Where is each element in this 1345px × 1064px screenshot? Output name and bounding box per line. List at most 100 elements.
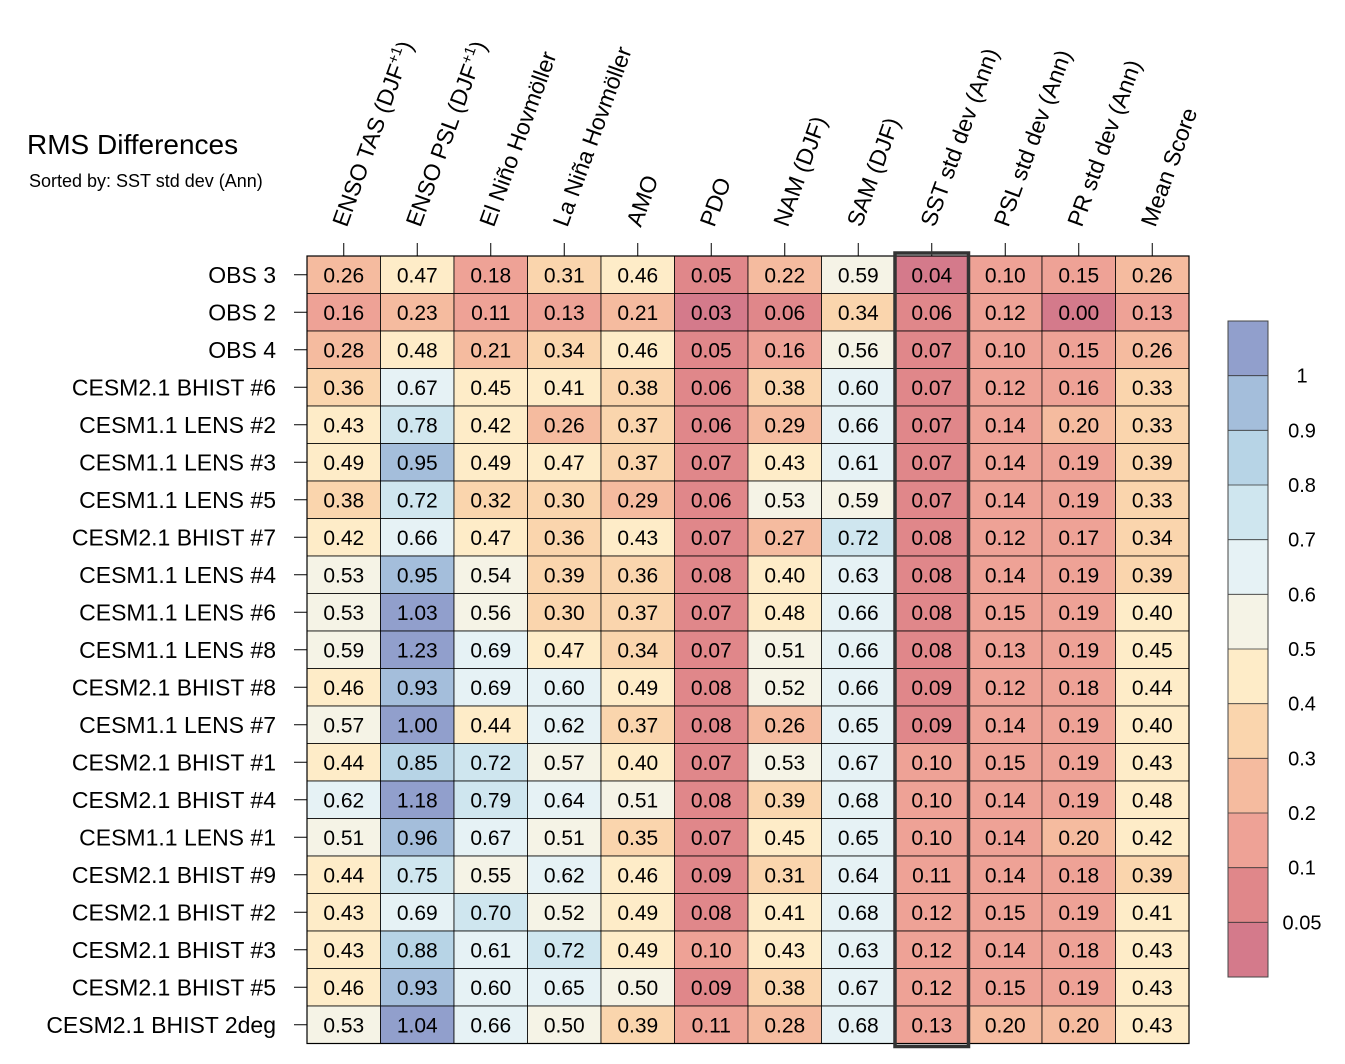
cell-value: 0.22 bbox=[764, 264, 805, 287]
cell-value: 0.43 bbox=[1132, 977, 1173, 1000]
cell-value: 0.12 bbox=[911, 977, 952, 1000]
cell-value: 0.64 bbox=[838, 864, 879, 887]
row-label: CESM1.1 LENS #1 bbox=[79, 824, 276, 850]
heatmap-cell bbox=[674, 705, 749, 744]
colorbar-tick-label: 0.5 bbox=[1288, 639, 1316, 661]
column-label-psl_std: PSL std dev (Ann) bbox=[989, 46, 1077, 229]
heatmap-cell bbox=[306, 818, 381, 857]
cell-value: 0.29 bbox=[764, 414, 805, 437]
cell-value: 0.11 bbox=[912, 864, 951, 887]
colorbar-tick-label: 0.8 bbox=[1288, 475, 1316, 497]
cell-value: 0.45 bbox=[1132, 639, 1173, 662]
heatmap-cell bbox=[968, 480, 1043, 519]
heatmap-cell bbox=[527, 968, 602, 1007]
heatmap-cell bbox=[821, 1005, 896, 1044]
column-label-sst_std: SST std dev (Ann) bbox=[915, 45, 1004, 230]
heatmap-cell bbox=[747, 630, 822, 669]
heatmap-cell bbox=[747, 255, 822, 294]
row-label: CESM2.1 BHIST #9 bbox=[72, 862, 276, 888]
heatmap-cell bbox=[306, 743, 381, 782]
cell-value: 0.69 bbox=[397, 902, 438, 925]
row-labels: OBS 3 OBS 2 OBS 4 CESM2.1 BHIST #6 CESM1.1 L… bbox=[46, 262, 307, 1038]
heatmap-cell bbox=[894, 743, 969, 782]
cell-value: 0.27 bbox=[764, 527, 805, 550]
heatmap-cell bbox=[674, 630, 749, 669]
cell-value: 0.53 bbox=[764, 489, 805, 512]
heatmap-cell bbox=[527, 668, 602, 707]
cell-value: 0.93 bbox=[397, 977, 438, 1000]
colorbar-swatch bbox=[1228, 485, 1268, 540]
heatmap-cell bbox=[894, 780, 969, 819]
cell-value: 0.08 bbox=[691, 564, 732, 587]
cell-value: 0.08 bbox=[691, 677, 732, 700]
heatmap-cell bbox=[674, 780, 749, 819]
cell-value: 0.34 bbox=[617, 639, 658, 662]
colorbar-swatch bbox=[1228, 867, 1268, 923]
heatmap-cell bbox=[453, 405, 528, 444]
heatmap-cell bbox=[527, 293, 602, 332]
heatmap-cell bbox=[600, 555, 675, 594]
heatmap-cell bbox=[453, 593, 528, 632]
column-label-enso_tas: ENSO TAS (DJF+1) bbox=[326, 37, 418, 230]
cell-value: 0.68 bbox=[838, 902, 879, 925]
heatmap-cell bbox=[600, 893, 675, 932]
colorbar-tick-label: 0.1 bbox=[1288, 858, 1316, 880]
cell-value: 0.47 bbox=[544, 452, 585, 475]
heatmap-cell bbox=[968, 743, 1043, 782]
cell-value: 0.46 bbox=[617, 264, 658, 287]
heatmap-cell bbox=[674, 593, 749, 632]
cell-value: 0.07 bbox=[911, 377, 952, 400]
heatmap-cell bbox=[821, 780, 896, 819]
cell-value: 0.15 bbox=[985, 902, 1026, 925]
heatmap-cell bbox=[306, 668, 381, 707]
heatmap-cell bbox=[306, 893, 381, 932]
heatmap-cell bbox=[968, 293, 1043, 332]
cell-value: 0.26 bbox=[1132, 339, 1173, 362]
cell-value: 0.48 bbox=[1132, 789, 1173, 812]
cell-value: 0.62 bbox=[544, 714, 585, 737]
cell-value: 0.69 bbox=[470, 677, 511, 700]
heatmap-cell bbox=[674, 443, 749, 482]
cell-value: 0.09 bbox=[911, 714, 952, 737]
heatmap-cell bbox=[894, 330, 969, 369]
colorbar-swatch bbox=[1228, 758, 1268, 813]
heatmap-cell bbox=[1115, 518, 1190, 557]
cell-value: 0.61 bbox=[470, 939, 511, 962]
heatmap-cell bbox=[380, 630, 455, 669]
cell-value: 0.08 bbox=[911, 602, 952, 625]
cell-value: 0.49 bbox=[617, 939, 658, 962]
heatmap-cell bbox=[894, 593, 969, 632]
cell-value: 0.51 bbox=[764, 639, 805, 662]
cell-value: 0.50 bbox=[544, 1014, 585, 1037]
cell-value: 0.14 bbox=[985, 452, 1026, 475]
cell-value: 0.07 bbox=[691, 827, 732, 850]
heatmap-cell bbox=[1115, 968, 1190, 1007]
cell-value: 0.38 bbox=[323, 489, 364, 512]
cell-value: 0.15 bbox=[985, 977, 1026, 1000]
cell-value: 0.19 bbox=[1058, 489, 1099, 512]
cell-value: 0.57 bbox=[323, 714, 364, 737]
heatmap-cell bbox=[894, 893, 969, 932]
column-label-amo: AMO bbox=[621, 172, 663, 230]
heatmap-cell bbox=[747, 518, 822, 557]
cell-value: 0.44 bbox=[1132, 677, 1173, 700]
cell-value: 1.03 bbox=[397, 602, 438, 625]
heatmap-cell bbox=[453, 555, 528, 594]
cell-value: 0.12 bbox=[911, 939, 952, 962]
cell-value: 0.13 bbox=[1132, 302, 1173, 325]
heatmap-cell bbox=[600, 1005, 675, 1044]
cell-value: 0.46 bbox=[617, 864, 658, 887]
cell-value: 0.48 bbox=[397, 339, 438, 362]
heatmap-cell bbox=[1115, 330, 1190, 369]
colorbar-tick-label: 0.4 bbox=[1288, 694, 1316, 716]
cell-value: 0.72 bbox=[544, 939, 585, 962]
cell-value: 0.15 bbox=[1058, 264, 1099, 287]
heatmap-cell bbox=[894, 405, 969, 444]
cell-value: 0.68 bbox=[838, 789, 879, 812]
heatmap-cell bbox=[894, 443, 969, 482]
heatmap-cell bbox=[600, 593, 675, 632]
cell-value: 0.06 bbox=[691, 414, 732, 437]
cell-value: 0.07 bbox=[911, 489, 952, 512]
row-label: CESM1.1 LENS #3 bbox=[79, 449, 276, 475]
cell-value: 0.61 bbox=[838, 452, 879, 475]
